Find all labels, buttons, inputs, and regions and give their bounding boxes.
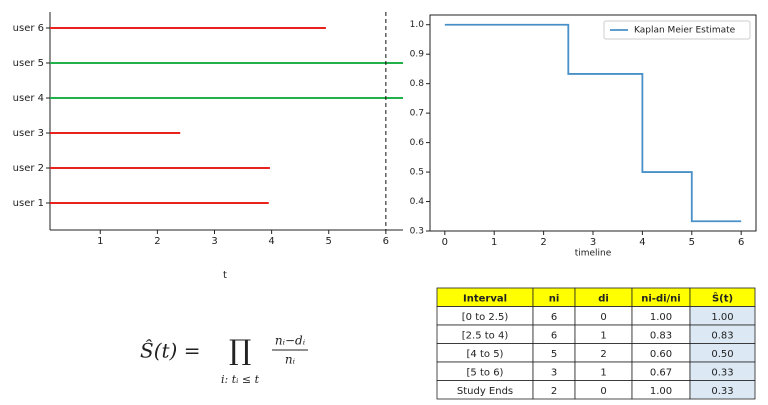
km-step-line [444, 23, 742, 223]
header-text: ni [549, 293, 560, 304]
cell-text: 0.67 [650, 367, 672, 378]
x-tick-label: 6 [738, 237, 744, 248]
cell-text: [5 to 6) [467, 367, 504, 378]
cell-text: 0.83 [711, 330, 733, 341]
x-tick-label: 2 [154, 236, 160, 247]
legend-label: Kaplan Meier Estimate [634, 26, 736, 36]
x-tick-label: 3 [590, 237, 596, 248]
cell-text: 1 [600, 330, 606, 341]
cell-text: 1.00 [650, 386, 672, 397]
x-axis-label: t [223, 270, 227, 281]
cell-text: [0 to 2.5) [462, 312, 509, 323]
y-tick-label: 0.9 [410, 50, 425, 60]
header-text: ni-di/ni [641, 293, 680, 304]
formula-denominator: nᵢ [285, 353, 296, 367]
cell-text: 1.00 [650, 312, 672, 323]
header-text: di [598, 293, 609, 304]
y-tick-label: user 1 [13, 198, 44, 209]
x-tick-label: 6 [383, 236, 389, 247]
plot-area [50, 27, 403, 204]
x-tick-label: 4 [639, 237, 645, 248]
y-tick-label: user 4 [13, 93, 44, 104]
table: Interval ni di ni-di/ni Ŝ(t) [0 to 2.5) 6 0 1.00… [436, 287, 756, 400]
cell-text: 1 [600, 367, 606, 378]
cell-text: [2.5 to 4) [462, 330, 509, 341]
y-tick-label: 1.0 [410, 20, 425, 30]
km-chart: 0.3 0.4 0.5 0.6 0.7 0.8 0.9 1.0 0 1 2 3 4 5 6 timeline K… [410, 14, 757, 259]
cell-text: 6 [551, 330, 557, 341]
x-axis-label: timeline [575, 249, 612, 259]
plot-frame [429, 14, 757, 232]
y-tick-label: user 5 [13, 58, 44, 69]
cell-text: 2 [551, 386, 557, 397]
y-tick-label: 0.3 [410, 227, 424, 237]
header-text: Interval [463, 293, 507, 304]
y-tick-label: user 2 [13, 163, 44, 174]
x-tick-label: 5 [326, 236, 332, 247]
lifeline-chart: 1 2 3 4 5 6 user 1 user 2 user 3 user 4 user 5 user… [13, 12, 403, 281]
formula-under: i: tᵢ ≤ t [221, 373, 260, 386]
cell-text: 0.83 [650, 330, 672, 341]
cell-text: 0.33 [711, 367, 733, 378]
x-tick-label: 1 [491, 237, 497, 248]
y-tick-label: 0.6 [410, 138, 425, 148]
cell-text: 0.50 [711, 349, 733, 360]
cell-text: 0.60 [650, 349, 672, 360]
x-tick-label: 1 [97, 236, 103, 247]
cell-text: [4 to 5) [467, 349, 504, 360]
y-tick-label: 0.5 [410, 168, 424, 178]
y-tick-label: user 3 [13, 128, 44, 139]
y-tick-label: 0.4 [410, 197, 425, 207]
formula-numerator: nᵢ−dᵢ [275, 334, 306, 348]
x-tick-label: 0 [442, 237, 448, 248]
y-tick-label: 0.8 [410, 79, 425, 89]
formula: Ŝ(t) = ∏ i: tᵢ ≤ t nᵢ−dᵢ nᵢ [140, 334, 308, 386]
formula-product: ∏ [229, 334, 251, 367]
x-tick-label: 4 [268, 236, 274, 247]
x-tick-label: 3 [211, 236, 217, 247]
cell-text: Study Ends [457, 386, 513, 397]
legend-box [603, 20, 751, 40]
cell-text: 1.00 [711, 312, 733, 323]
formula-lhs: Ŝ(t) = [140, 338, 200, 363]
cell-text: 0 [600, 386, 606, 397]
cell-text: 0 [600, 312, 606, 323]
cell-text: 2 [600, 349, 606, 360]
cell-text: 3 [551, 367, 557, 378]
x-tick-label: 2 [540, 237, 546, 248]
header-text: Ŝ(t) [712, 291, 733, 304]
x-tick-label: 5 [689, 237, 695, 248]
y-tick-label: 0.7 [410, 109, 424, 119]
cell-text: 5 [551, 349, 557, 360]
table-cell [689, 380, 756, 400]
cell-text: 0.33 [711, 386, 733, 397]
cell-text: 6 [551, 312, 557, 323]
y-tick-label: user 6 [13, 23, 44, 34]
